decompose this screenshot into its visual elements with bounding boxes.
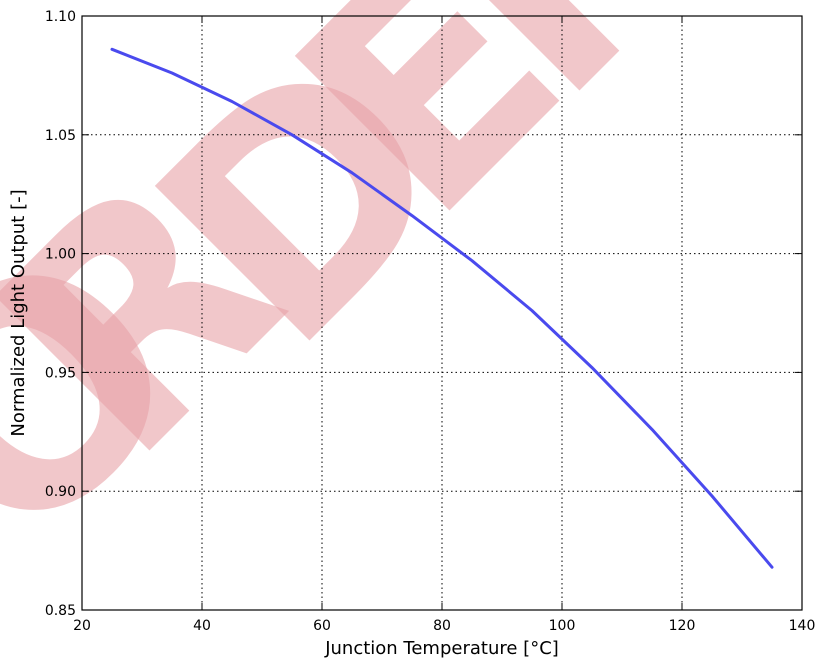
y-tick-label: 0.85: [45, 603, 76, 619]
x-tick-label: 100: [549, 618, 576, 634]
y-axis-label: Normalized Light Output [-]: [8, 189, 29, 436]
x-tick-label: 40: [193, 618, 211, 634]
x-axis-label: Junction Temperature [°C]: [324, 638, 559, 659]
x-tick-label: 20: [73, 618, 91, 634]
x-tick-label: 60: [313, 618, 331, 634]
y-tick-label: 1.00: [45, 247, 76, 263]
y-tick-label: 1.05: [45, 128, 76, 144]
y-tick-label: 0.90: [45, 484, 76, 500]
x-tick-label: 120: [669, 618, 696, 634]
x-tick-label: 80: [433, 618, 451, 634]
grid: [82, 16, 802, 610]
series-layer: [110, 47, 774, 569]
watermark: ORDER: [0, 0, 774, 610]
y-tick-label: 1.10: [45, 9, 76, 25]
ticks: 20 40 60 80 100 120 140 0.85 0.90 0.95 1.00 1.05 1.1…: [45, 9, 816, 634]
series-line: [110, 47, 774, 569]
y-tick-label: 0.95: [45, 365, 76, 381]
x-tick-label: 140: [789, 618, 816, 634]
